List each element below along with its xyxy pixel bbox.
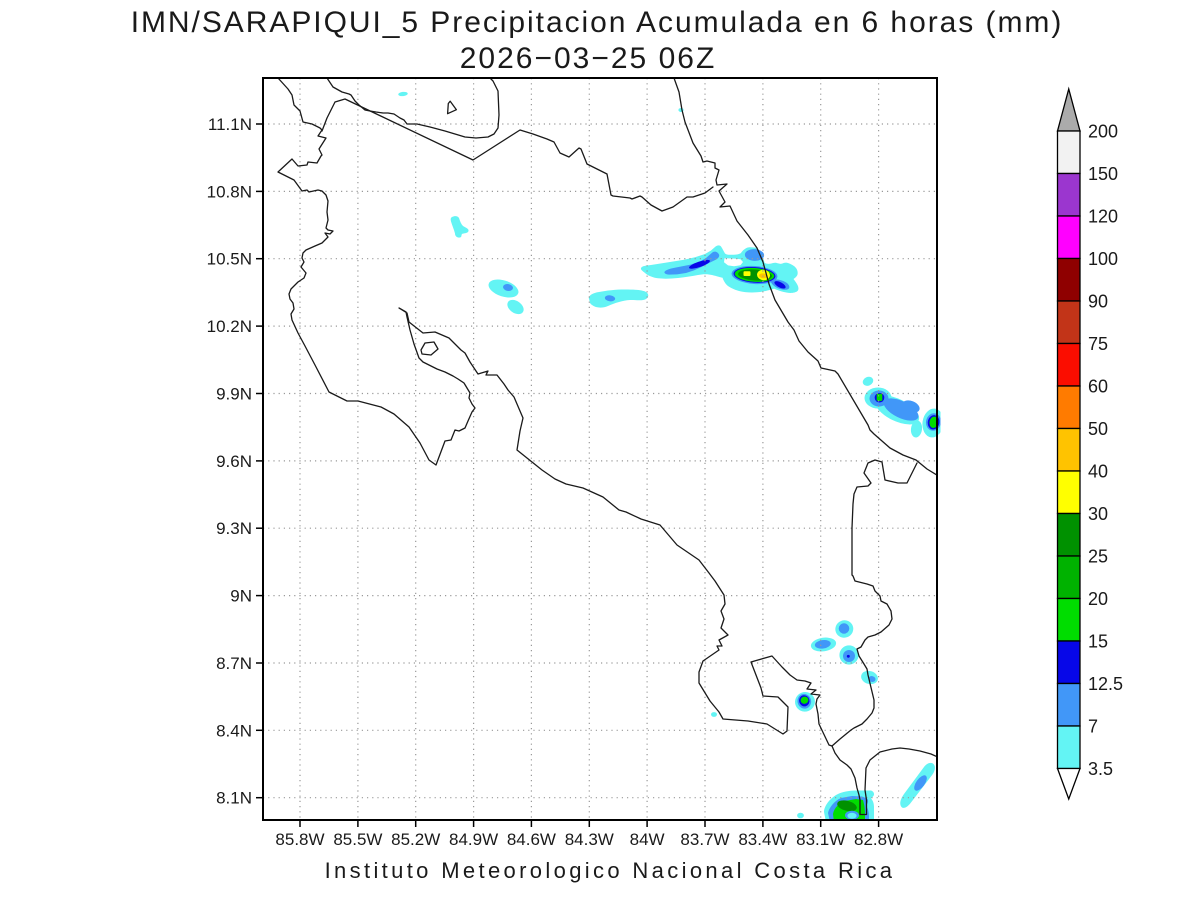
svg-text:120: 120	[1088, 207, 1118, 227]
svg-text:82.8W: 82.8W	[854, 830, 903, 849]
svg-text:84.3W: 84.3W	[565, 830, 614, 849]
svg-text:8.4N: 8.4N	[216, 721, 252, 740]
svg-text:20: 20	[1088, 589, 1108, 609]
svg-text:85.8W: 85.8W	[275, 830, 324, 849]
svg-text:7: 7	[1088, 717, 1098, 737]
svg-text:40: 40	[1088, 462, 1108, 482]
svg-text:200: 200	[1088, 122, 1118, 142]
svg-text:10.2N: 10.2N	[207, 317, 252, 336]
svg-text:30: 30	[1088, 504, 1108, 524]
svg-text:8.7N: 8.7N	[216, 654, 252, 673]
svg-text:15: 15	[1088, 632, 1108, 652]
svg-text:90: 90	[1088, 292, 1108, 312]
svg-text:75: 75	[1088, 334, 1108, 354]
svg-text:9N: 9N	[230, 587, 252, 606]
svg-text:10.5N: 10.5N	[207, 250, 252, 269]
svg-text:9.6N: 9.6N	[216, 452, 252, 471]
svg-text:3.5: 3.5	[1088, 759, 1113, 779]
svg-text:83.4W: 83.4W	[738, 830, 787, 849]
svg-text:83.1W: 83.1W	[796, 830, 845, 849]
svg-text:85.2W: 85.2W	[391, 830, 440, 849]
svg-text:100: 100	[1088, 249, 1118, 269]
svg-text:10.8N: 10.8N	[207, 182, 252, 201]
svg-text:12.5: 12.5	[1088, 674, 1123, 694]
svg-text:84.6W: 84.6W	[507, 830, 556, 849]
svg-text:9.9N: 9.9N	[216, 385, 252, 404]
svg-text:Instituto Meteorologico Nacion: Instituto Meteorologico Nacional Costa R…	[325, 858, 896, 883]
svg-text:83.7W: 83.7W	[680, 830, 729, 849]
svg-text:84W: 84W	[630, 830, 665, 849]
svg-text:85.5W: 85.5W	[333, 830, 382, 849]
svg-text:25: 25	[1088, 547, 1108, 567]
svg-text:150: 150	[1088, 164, 1118, 184]
svg-text:8.1N: 8.1N	[216, 789, 252, 808]
svg-text:11.1N: 11.1N	[208, 115, 252, 134]
svg-text:60: 60	[1088, 377, 1108, 397]
svg-text:2026−03−25 06Z: 2026−03−25 06Z	[460, 42, 717, 75]
svg-text:50: 50	[1088, 419, 1108, 439]
svg-text:84.9W: 84.9W	[449, 830, 498, 849]
svg-text:IMN/SARAPIQUI_5 Precipitacion: IMN/SARAPIQUI_5 Precipitacion Acumulada …	[131, 6, 1064, 39]
svg-text:9.3N: 9.3N	[216, 519, 252, 538]
